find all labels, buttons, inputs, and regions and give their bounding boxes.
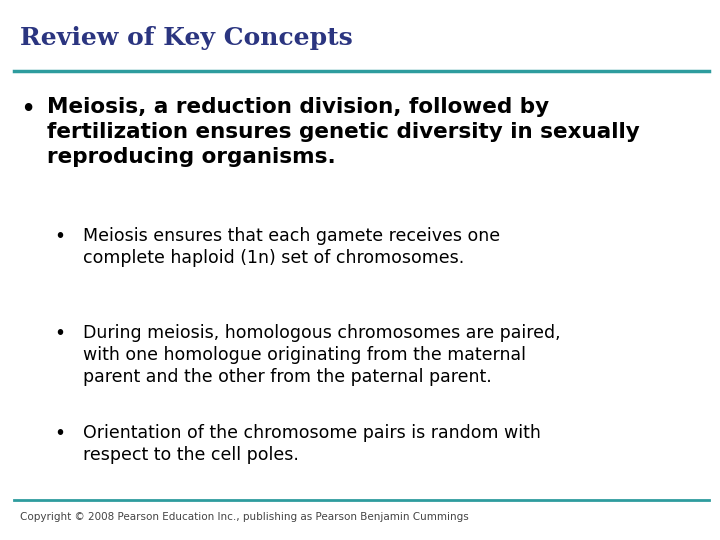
Text: Meiosis ensures that each gamete receives one
complete haploid (1n) set of chrom: Meiosis ensures that each gamete receive… bbox=[83, 227, 500, 267]
Text: •: • bbox=[54, 227, 65, 246]
Text: •: • bbox=[20, 97, 35, 123]
Text: Copyright © 2008 Pearson Education Inc., publishing as Pearson Benjamin Cummings: Copyright © 2008 Pearson Education Inc.,… bbox=[20, 512, 469, 522]
Text: Orientation of the chromosome pairs is random with
respect to the cell poles.: Orientation of the chromosome pairs is r… bbox=[83, 424, 541, 464]
Text: Review of Key Concepts: Review of Key Concepts bbox=[20, 26, 353, 50]
Text: •: • bbox=[54, 424, 65, 443]
Text: During meiosis, homologous chromosomes are paired,
with one homologue originatin: During meiosis, homologous chromosomes a… bbox=[83, 324, 560, 387]
Text: •: • bbox=[54, 324, 65, 343]
Text: Meiosis, a reduction division, followed by
fertilization ensures genetic diversi: Meiosis, a reduction division, followed … bbox=[47, 97, 639, 167]
